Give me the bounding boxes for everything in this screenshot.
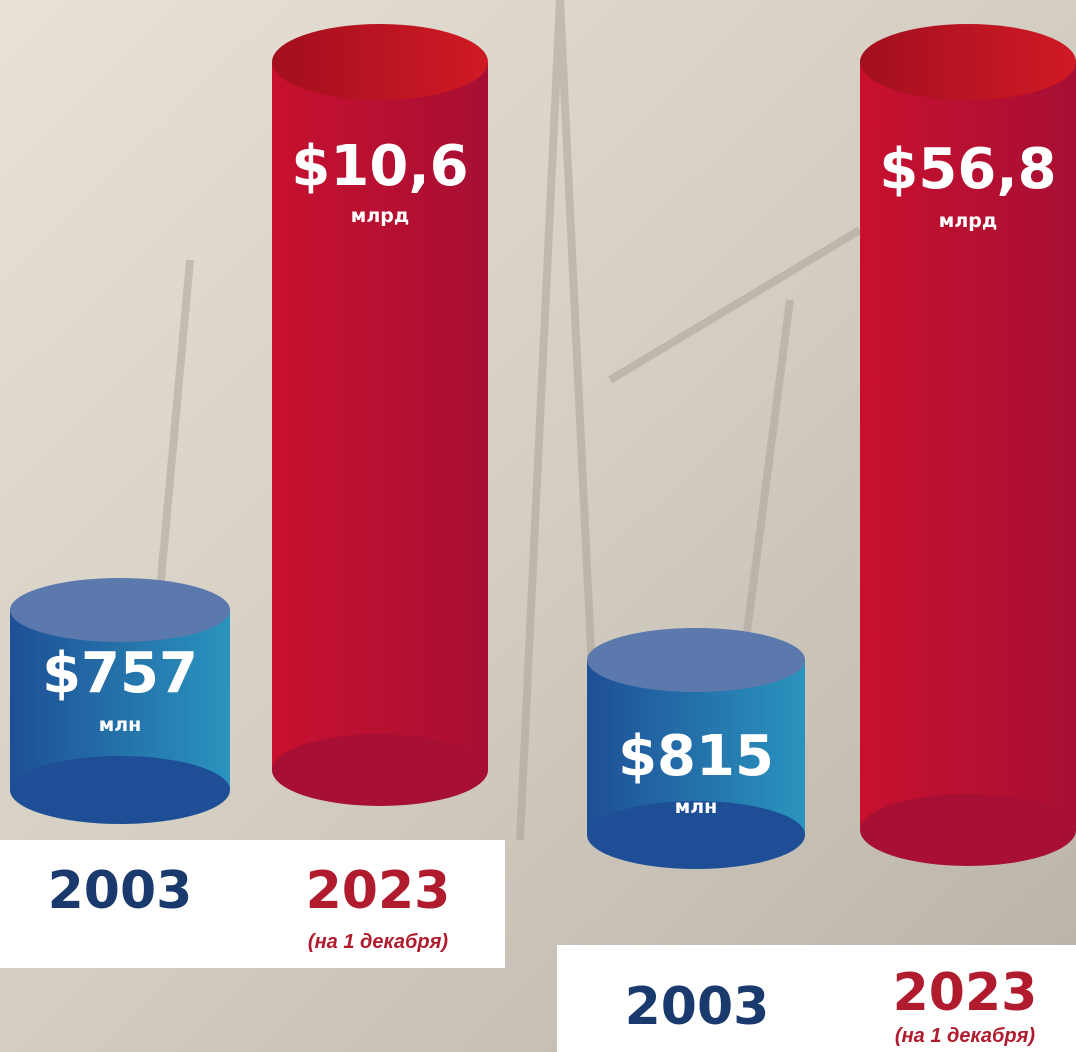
note: (на 1 декабря) [895, 1025, 1035, 1047]
value: $757 [42, 641, 198, 706]
unit: млн [99, 714, 142, 736]
year: 2023 [893, 963, 1038, 1023]
unit: млрд [351, 205, 409, 227]
year: 2023 [306, 861, 451, 921]
year: 2003 [48, 861, 193, 921]
year: 2003 [625, 977, 770, 1037]
note: (на 1 декабря) [308, 931, 448, 953]
label-panel [0, 840, 505, 968]
cylinder [10, 578, 230, 824]
unit: млрд [939, 210, 997, 232]
cylinder [587, 628, 805, 869]
value: $815 [618, 724, 774, 789]
cylinder [860, 24, 1076, 866]
cylinder [272, 24, 488, 806]
unit: млн [675, 796, 718, 818]
value: $10,6 [291, 134, 468, 199]
label-panel [557, 945, 1076, 1052]
value: $56,8 [879, 137, 1056, 202]
